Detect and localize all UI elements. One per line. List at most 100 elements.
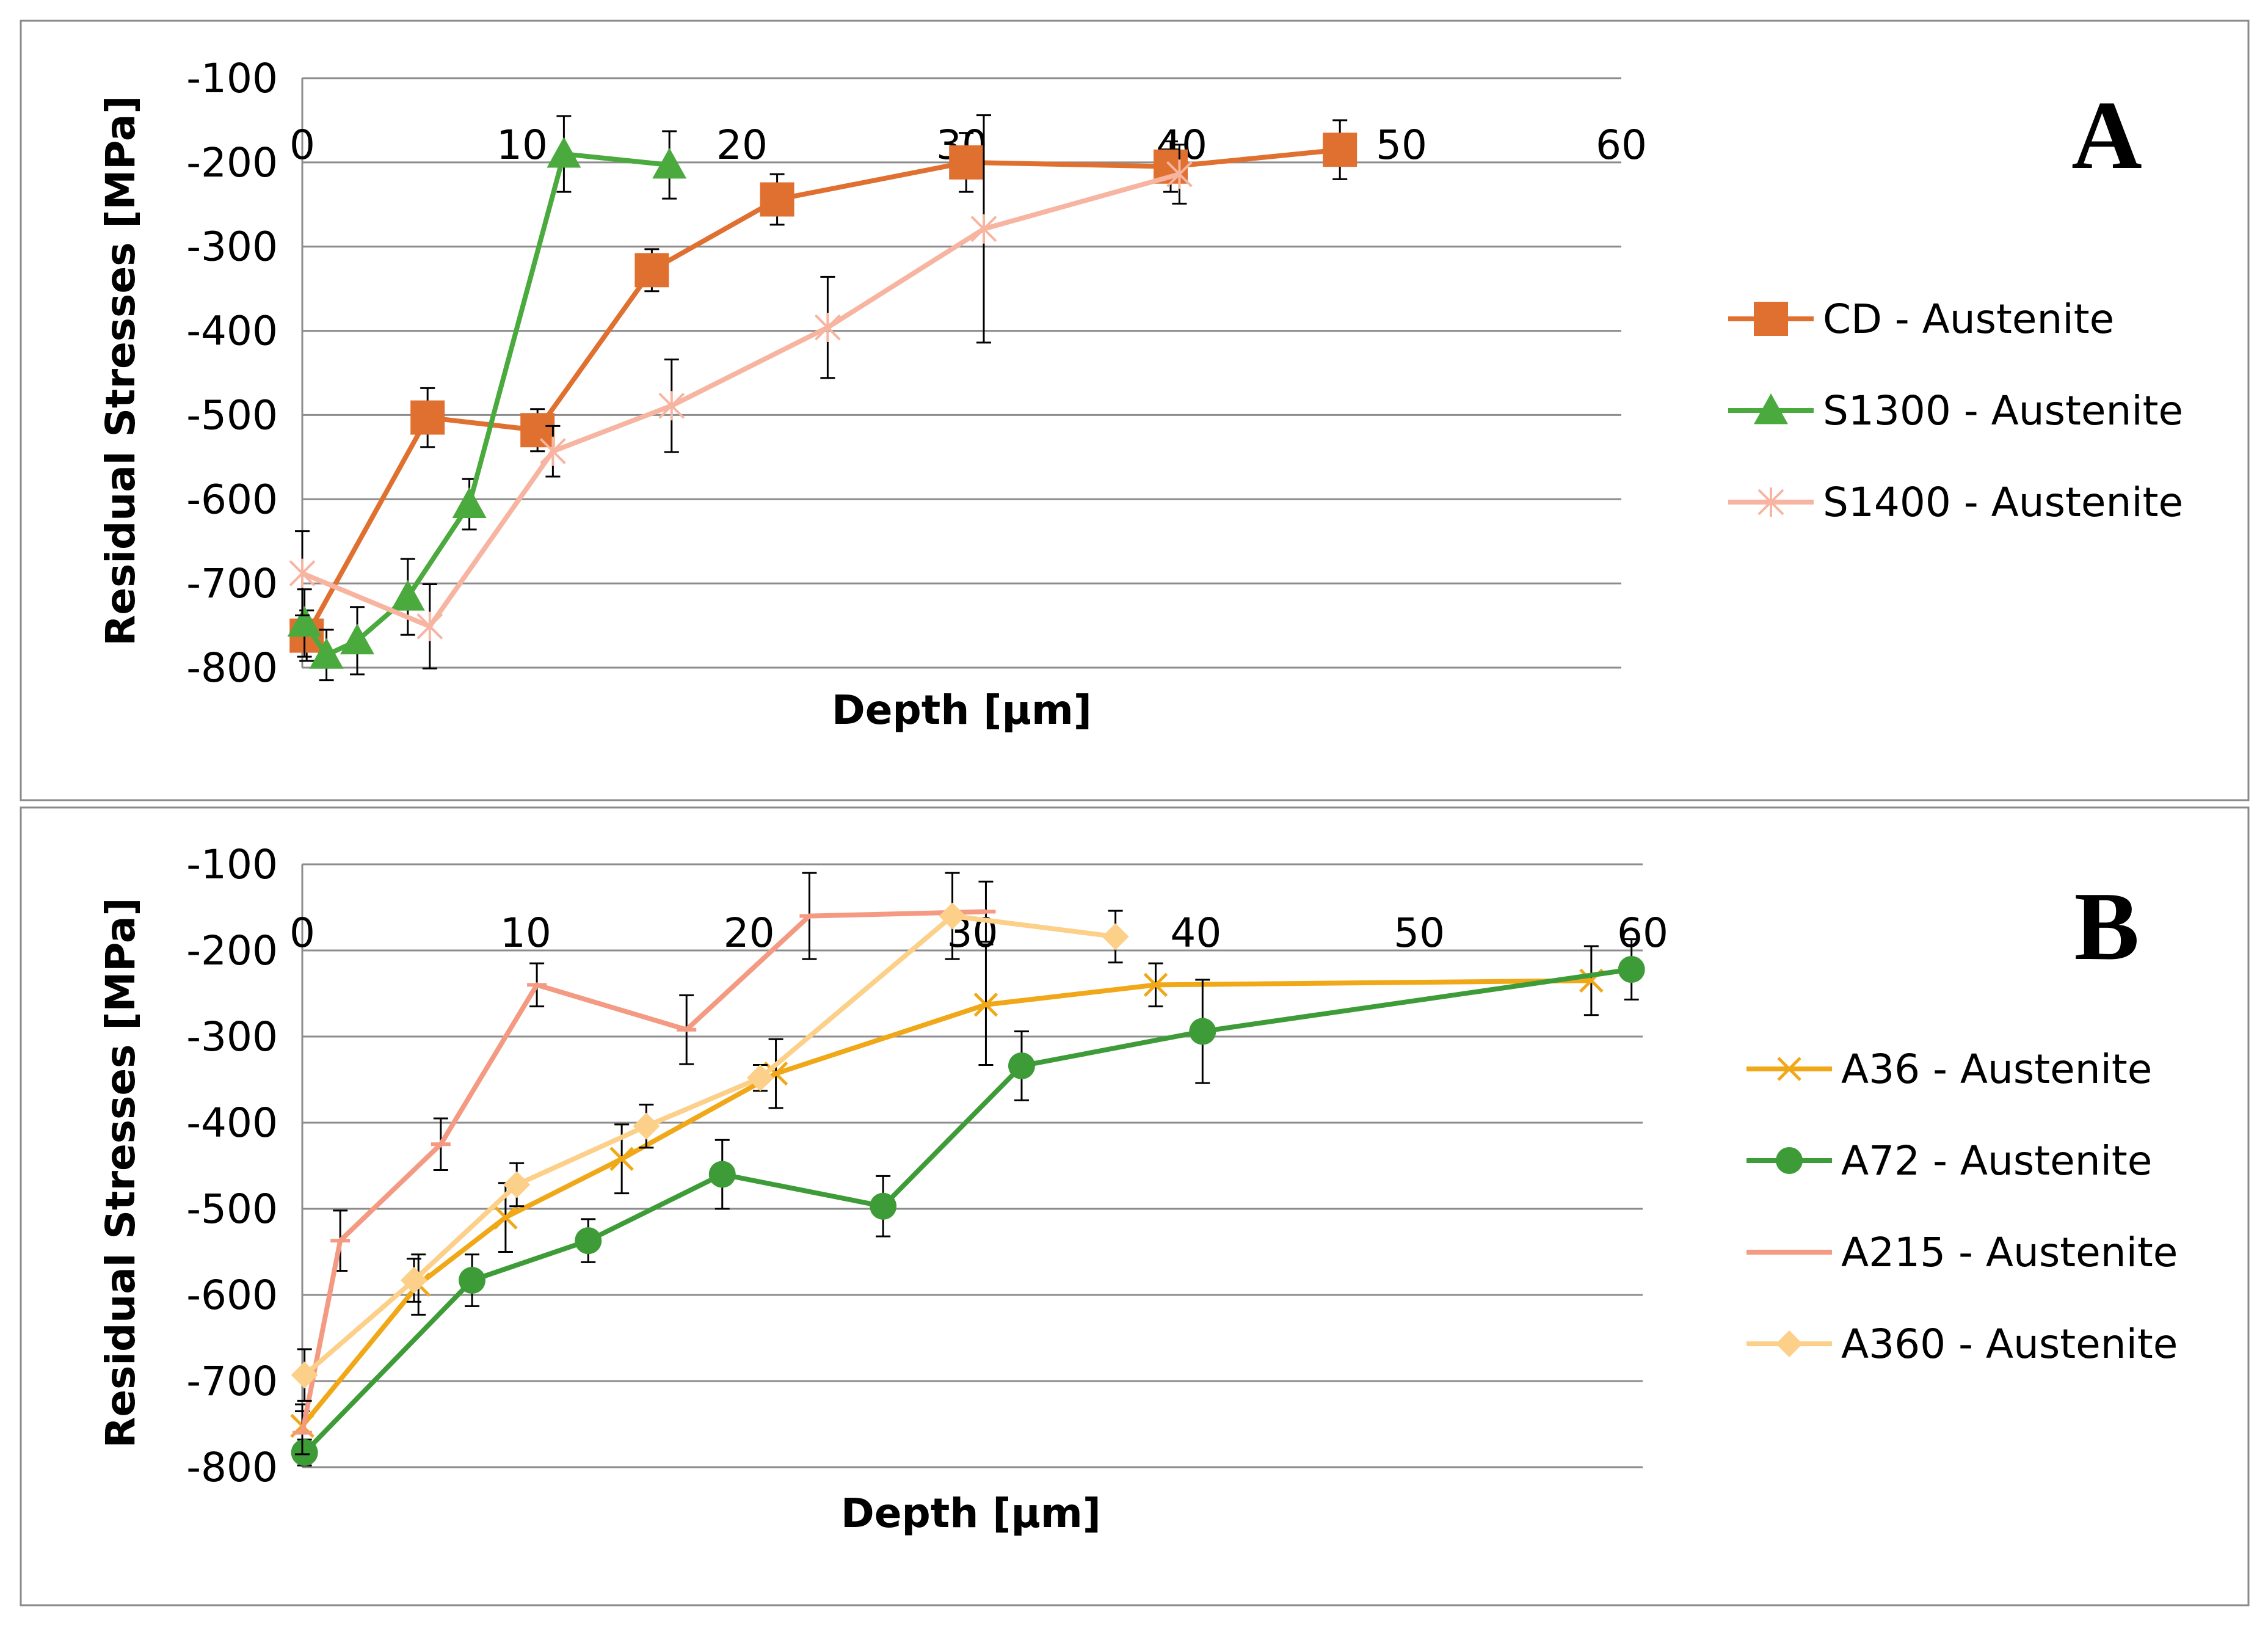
data-point — [609, 1147, 634, 1171]
panel-b-y-axis-title: Residual Stresses [MPa] — [97, 898, 144, 1448]
x-tick-label: 60 — [1596, 122, 1647, 169]
panel-a-legend: CD - Austenite S1300 - Austenite S1400 - A… — [1728, 296, 2183, 526]
data-point — [708, 1161, 736, 1188]
y-tick-label: -800 — [186, 644, 278, 691]
x-tick-label: 50 — [1376, 122, 1427, 169]
y-tick-label: -300 — [186, 1013, 278, 1060]
series-a215 — [293, 872, 996, 1456]
legend-label: CD - Austenite — [1823, 296, 2114, 343]
legend-item: S1400 - Austenite — [1728, 479, 2183, 526]
y-tick-label: -500 — [186, 392, 278, 439]
y-tick-label: -100 — [186, 55, 278, 102]
panel-a-border — [20, 20, 2250, 801]
legend-marker — [1754, 393, 1788, 425]
data-point — [633, 1112, 660, 1140]
data-point — [547, 137, 581, 168]
data-point — [452, 487, 487, 518]
panel-b-x-ticks: 0 10 20 30 40 50 60 — [289, 910, 1668, 957]
x-tick-label: 60 — [1617, 910, 1668, 957]
x-tick-label: 20 — [724, 910, 775, 957]
legend-label: A36 - Austenite — [1841, 1046, 2152, 1093]
data-point — [539, 436, 566, 466]
panel-a-y-axis-title: Residual Stresses [MPa] — [97, 96, 144, 646]
data-point — [970, 214, 997, 244]
y-tick-label: -500 — [186, 1186, 278, 1233]
y-tick-label: -800 — [186, 1444, 278, 1491]
legend-label: A215 - Austenite — [1841, 1229, 2178, 1276]
y-tick-label: -700 — [186, 1358, 278, 1405]
data-point — [503, 1171, 531, 1198]
data-point — [634, 253, 669, 288]
y-tick-label: -400 — [186, 1099, 278, 1147]
data-point — [658, 391, 685, 421]
x-tick-label: 10 — [500, 910, 551, 957]
data-point — [652, 147, 687, 179]
data-point — [289, 558, 316, 588]
legend-item: CD - Austenite — [1728, 296, 2114, 343]
panel-b-label: B — [2074, 872, 2140, 980]
data-point — [1143, 972, 1168, 997]
panel-a-y-ticks: -100 -200 -300 -400 -500 -600 -700 -800 — [186, 55, 278, 691]
data-point — [520, 413, 555, 448]
y-tick-label: -200 — [186, 927, 278, 974]
data-point — [1102, 923, 1129, 950]
legend-label: S1300 - Austenite — [1823, 387, 2183, 434]
x-tick-label: 50 — [1394, 910, 1445, 957]
legend-item: A360 - Austenite — [1746, 1321, 2178, 1368]
x-tick-label: 20 — [716, 122, 768, 169]
panel-a-series — [287, 114, 1358, 682]
data-point — [400, 1267, 427, 1294]
data-point — [1323, 133, 1358, 167]
x-tick-label: 0 — [289, 910, 315, 957]
data-point — [973, 993, 998, 1017]
data-point — [1618, 956, 1645, 983]
data-point — [1008, 1052, 1035, 1079]
y-tick-label: -600 — [186, 1272, 278, 1319]
data-point — [1166, 159, 1193, 189]
panel-b-legend: A36 - Austenite A72 - Austenite A215 - Aus… — [1746, 1046, 2178, 1368]
legend-label: A360 - Austenite — [1841, 1321, 2178, 1368]
legend-label: A72 - Austenite — [1841, 1137, 2152, 1184]
panel-b-border — [20, 806, 2250, 1606]
data-point — [291, 1439, 318, 1467]
legend-marker — [1754, 302, 1788, 336]
legend-item: A36 - Austenite — [1746, 1046, 2152, 1093]
data-point — [390, 580, 425, 611]
series-s1300 — [287, 115, 687, 682]
chart-panel-a: 0 10 20 30 40 50 60 -100-200-300-400-500-600-7… — [20, 20, 2250, 801]
y-tick-label: -700 — [186, 560, 278, 607]
legend-item: A215 - Austenite — [1746, 1229, 2178, 1276]
series-line — [304, 147, 1340, 637]
data-point — [870, 1192, 897, 1220]
data-point — [291, 1362, 318, 1389]
panel-b-series — [290, 872, 1645, 1467]
panel-a-x-axis-title: Depth [µm] — [832, 687, 1092, 734]
data-point — [410, 400, 445, 435]
data-point — [760, 182, 794, 217]
legend-item: A72 - Austenite — [1746, 1137, 2152, 1184]
y-tick-label: -600 — [186, 476, 278, 523]
panel-a-label: A — [2071, 81, 2142, 189]
data-point — [746, 1064, 774, 1092]
y-tick-label: -400 — [186, 308, 278, 355]
data-point — [575, 1227, 602, 1255]
data-point — [416, 611, 443, 641]
data-point — [340, 623, 374, 655]
data-point — [287, 605, 322, 637]
y-tick-label: -200 — [186, 139, 278, 186]
series-a360 — [291, 872, 1129, 1402]
panel-b-y-ticks: -100 -200 -300 -400 -500 -600 -700 -800 — [186, 841, 278, 1491]
legend-marker — [1776, 1330, 1803, 1357]
data-point — [939, 902, 966, 930]
legend-label: S1400 - Austenite — [1823, 479, 2183, 526]
data-point — [459, 1267, 486, 1294]
data-point — [493, 1205, 518, 1230]
data-point — [814, 313, 841, 343]
panel-b-x-axis-title: Depth [µm] — [841, 1490, 1101, 1537]
legend-marker — [1777, 1057, 1801, 1081]
legend-marker — [1776, 1147, 1803, 1174]
legend-item: S1300 - Austenite — [1728, 387, 2183, 434]
data-point — [309, 638, 344, 669]
series-a72 — [291, 938, 1645, 1467]
